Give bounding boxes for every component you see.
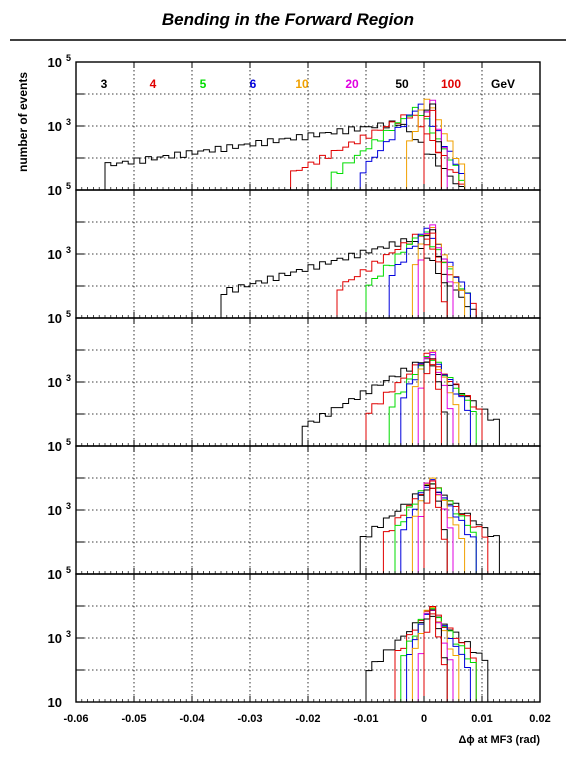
legend-label-100: 100 xyxy=(441,77,461,91)
histogram-100-gev xyxy=(423,109,442,190)
y-tick-label-top: 10 xyxy=(48,55,62,70)
histogram-3-gev xyxy=(365,610,489,702)
histogram-3-gev xyxy=(104,120,477,191)
x-tick-label: -0.02 xyxy=(295,713,320,725)
y-tick-label-top-exponent: 5 xyxy=(66,53,71,63)
y-tick-label-bottom: 10 xyxy=(48,439,62,454)
legend-label-6: 6 xyxy=(250,77,257,91)
y-tick-label-bottom: 10 xyxy=(48,311,62,326)
histogram-50-gev xyxy=(423,103,442,190)
histogram-5-gev xyxy=(330,106,466,190)
legend: 3 4 5 6 10 20 50 100 GeV xyxy=(101,77,515,91)
x-tick-labels: -0.06 -0.05 -0.04 -0.03 -0.02 -0.01 0 0.01 0.02 xyxy=(63,713,550,725)
legend-label-10: 10 xyxy=(295,77,309,91)
panel-3: 10 3 10 5 xyxy=(48,317,541,454)
y-tick-label-mid: 10 xyxy=(48,503,62,518)
legend-unit: GeV xyxy=(491,77,515,91)
x-tick-label: 0.02 xyxy=(529,713,550,725)
histogram-10-gev xyxy=(411,226,466,318)
histogram-100-gev xyxy=(423,480,448,574)
y-tick-label-bottom: 10 xyxy=(48,695,62,710)
histogram-3-gev xyxy=(220,238,477,318)
x-tick-label: 0 xyxy=(421,713,427,725)
histogram-5-gev xyxy=(400,608,477,702)
y-tick-label-mid-exponent: 3 xyxy=(66,629,71,639)
y-tick-label-mid: 10 xyxy=(48,119,62,134)
y-tick-label-mid: 10 xyxy=(48,631,62,646)
panel-1: 10 5 10 3 10 5 xyxy=(48,53,541,198)
histogram-5-gev xyxy=(388,355,477,446)
x-axis-label: Δϕ at MF3 (rad) xyxy=(458,734,540,746)
panel-stack: 10 5 10 3 10 5 10 3 10 5 10 3 10 5 10 3 10 5 10 3 10 xyxy=(48,53,541,710)
y-tick-label-mid-exponent: 3 xyxy=(66,245,71,255)
legend-label-5: 5 xyxy=(200,77,207,91)
y-tick-label-mid-exponent: 3 xyxy=(66,117,71,127)
legend-label-4: 4 xyxy=(150,77,157,91)
y-tick-label-bottom-exponent: 5 xyxy=(66,309,71,319)
histogram-100-gev xyxy=(423,606,448,702)
y-tick-label-bottom: 10 xyxy=(48,567,62,582)
histogram-3-gev xyxy=(301,361,500,446)
legend-label-20: 20 xyxy=(345,77,359,91)
histogram-6-gev xyxy=(406,606,471,702)
panel-5: 10 3 10 xyxy=(48,573,541,710)
legend-label-3: 3 xyxy=(101,77,108,91)
histogram-100-gev xyxy=(423,232,448,318)
y-tick-label-mid: 10 xyxy=(48,247,62,262)
chart-title: Bending in the Forward Region xyxy=(162,10,414,29)
panel-2: 10 3 10 5 xyxy=(48,189,541,326)
y-axis-label: number of events xyxy=(16,72,30,172)
x-tick-label: -0.01 xyxy=(353,713,378,725)
histogram-10-gev xyxy=(411,477,466,574)
x-tick-label: 0.01 xyxy=(471,713,492,725)
x-tick-label: -0.05 xyxy=(121,713,146,725)
y-tick-label-mid-exponent: 3 xyxy=(66,373,71,383)
legend-label-50: 50 xyxy=(395,77,409,91)
panel-4: 10 3 10 5 xyxy=(48,445,541,582)
y-tick-label-bottom-exponent: 5 xyxy=(66,565,71,575)
histogram-6-gev xyxy=(400,479,477,574)
y-tick-label-bottom: 10 xyxy=(48,183,62,198)
y-tick-label-mid-exponent: 3 xyxy=(66,501,71,511)
histogram-100-gev xyxy=(423,358,442,446)
y-tick-label-bottom-exponent: 5 xyxy=(66,181,71,191)
y-tick-label-bottom-exponent: 5 xyxy=(66,437,71,447)
x-tick-label: -0.04 xyxy=(179,713,205,725)
y-tick-label-mid: 10 xyxy=(48,375,62,390)
x-tick-label: -0.06 xyxy=(63,713,88,725)
x-tick-label: -0.03 xyxy=(237,713,262,725)
